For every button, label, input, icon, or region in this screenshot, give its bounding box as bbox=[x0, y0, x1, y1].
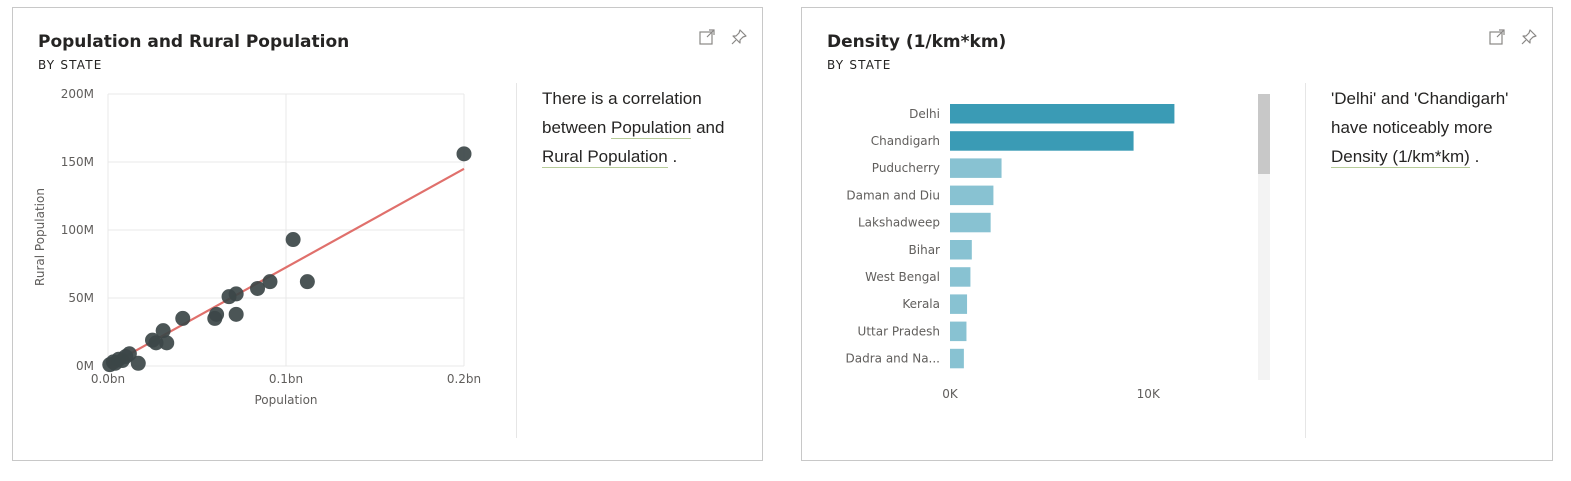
insight-measure-population: Population bbox=[611, 118, 692, 139]
category-label: Bihar bbox=[909, 243, 941, 257]
scrollbar-thumb[interactable] bbox=[1258, 94, 1270, 174]
pin-icon[interactable] bbox=[730, 28, 748, 46]
category-label: Uttar Pradesh bbox=[858, 324, 940, 338]
scatter-point[interactable] bbox=[228, 306, 244, 322]
y-tick-label: 200M bbox=[61, 87, 94, 101]
category-label: Puducherry bbox=[872, 161, 940, 175]
insight-measure-rural-population: Rural Population bbox=[542, 147, 668, 168]
scatter-point[interactable] bbox=[285, 232, 301, 248]
scatter-point[interactable] bbox=[209, 306, 225, 322]
x-tick-label: 0.1bn bbox=[269, 372, 303, 386]
card-title: Population and Rural Population bbox=[38, 32, 350, 52]
bar[interactable] bbox=[950, 131, 1134, 151]
category-label: Lakshadweep bbox=[858, 216, 940, 230]
bar[interactable] bbox=[950, 104, 1175, 124]
card-title: Density (1/km*km) bbox=[827, 32, 1007, 52]
insight-text: 'Delhi' and 'Chandigarh' have noticeably… bbox=[1331, 89, 1509, 168]
category-label: Dadra and Na... bbox=[846, 352, 940, 366]
divider bbox=[516, 83, 517, 438]
insight-text: There is a correlation between Populatio… bbox=[542, 89, 725, 168]
bar[interactable] bbox=[950, 267, 971, 287]
x-tick-label: 0.0bn bbox=[91, 372, 125, 386]
scatter-point[interactable] bbox=[148, 335, 164, 351]
bar[interactable] bbox=[950, 348, 964, 369]
scatter-card[interactable]: Population and Rural Population BY STATE… bbox=[12, 7, 763, 461]
y-tick-label: 100M bbox=[61, 223, 94, 237]
scatter-point[interactable] bbox=[250, 280, 266, 296]
scatter-point[interactable] bbox=[456, 146, 472, 162]
x-tick-label: 0.2bn bbox=[447, 372, 481, 386]
y-tick-label: 150M bbox=[61, 155, 94, 169]
focus-mode-icon[interactable] bbox=[698, 28, 716, 46]
scatter-point[interactable] bbox=[262, 274, 278, 290]
insight-measure-density: Density (1/km*km) bbox=[1331, 147, 1470, 168]
card-actions bbox=[698, 28, 748, 46]
focus-mode-icon[interactable] bbox=[1488, 28, 1506, 46]
bar[interactable] bbox=[950, 185, 994, 206]
category-label: Kerala bbox=[902, 297, 940, 311]
x-tick-label: 0K bbox=[942, 387, 959, 401]
divider bbox=[1305, 83, 1306, 438]
scatter-point[interactable] bbox=[130, 355, 146, 371]
bar-chart: Delhi Chandigarh Puducherry Daman and Diu La… bbox=[846, 94, 1270, 401]
category-label: West Bengal bbox=[865, 270, 940, 284]
y-axis-label: Rural Population bbox=[33, 188, 47, 286]
x-axis-label: Population bbox=[254, 393, 317, 407]
bar[interactable] bbox=[950, 240, 972, 260]
bar[interactable] bbox=[950, 158, 1002, 178]
scatter-point[interactable] bbox=[175, 310, 191, 326]
scatter-point[interactable] bbox=[228, 286, 244, 302]
scatter-point[interactable] bbox=[155, 323, 171, 339]
x-tick-label: 10K bbox=[1137, 387, 1161, 401]
card-actions bbox=[1488, 28, 1538, 46]
scatter-chart: 0M 50M 100M 150M 200M 0.0bn 0.1bn 0.2bn Popula… bbox=[33, 87, 481, 407]
card-subtitle: BY STATE bbox=[38, 58, 103, 72]
scatter-point[interactable] bbox=[299, 274, 315, 290]
scatter-point[interactable] bbox=[121, 346, 137, 362]
card-subtitle: BY STATE bbox=[827, 58, 892, 72]
category-label: Daman and Diu bbox=[846, 188, 940, 202]
pin-icon[interactable] bbox=[1520, 28, 1538, 46]
category-label: Delhi bbox=[909, 107, 940, 121]
scatter-point[interactable] bbox=[159, 335, 175, 351]
y-tick-label: 50M bbox=[68, 291, 94, 305]
bar-card[interactable]: Density (1/km*km) BY STATE Delhi Chandiga… bbox=[801, 7, 1553, 461]
bar[interactable] bbox=[950, 294, 968, 314]
bar[interactable] bbox=[950, 321, 967, 342]
category-label: Chandigarh bbox=[871, 134, 940, 148]
y-tick-label: 0M bbox=[76, 359, 94, 373]
bar[interactable] bbox=[950, 212, 991, 233]
